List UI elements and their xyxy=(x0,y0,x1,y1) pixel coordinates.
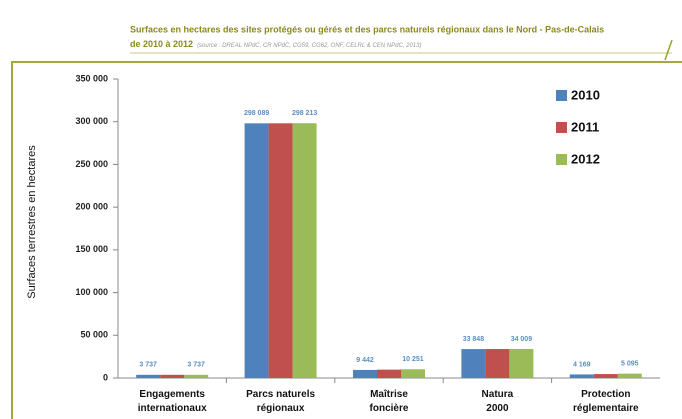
bar xyxy=(136,374,161,378)
bar xyxy=(160,374,185,378)
chart-subtitle: de 2010 à 2012 (source : DREAL NPdC, CR N… xyxy=(130,39,421,49)
legend-swatch xyxy=(556,90,567,101)
bar xyxy=(569,374,594,378)
data-label: 298 089 xyxy=(244,110,269,117)
data-label: 4 169 xyxy=(573,361,591,368)
bar xyxy=(292,123,317,378)
bar xyxy=(461,349,486,378)
bar xyxy=(401,369,425,378)
x-tick-label: Protection réglementaire xyxy=(573,389,639,414)
source: (source : DREAL NPdC, CR NPdC, CG59, CG6… xyxy=(197,43,421,49)
data-label: 298 213 xyxy=(292,110,317,117)
bar xyxy=(485,349,510,378)
chart-title: Surfaces en hectares des sites protégés … xyxy=(130,24,604,34)
x-tick-label: Parcs naturels régionaux xyxy=(246,389,315,414)
legend-swatch xyxy=(556,154,567,165)
x-tick-label: Natura 2000 xyxy=(482,389,514,414)
bar xyxy=(244,123,269,378)
y-tick-label: 150 000 xyxy=(75,244,108,254)
y-tick-label: 350 000 xyxy=(75,73,108,83)
legend-label: 2012 xyxy=(571,151,600,166)
data-label: 9 442 xyxy=(356,357,374,364)
legend-label: 2010 xyxy=(571,87,600,102)
bar xyxy=(509,348,534,378)
x-tick-label: Engagements internationaux xyxy=(138,389,207,414)
bar xyxy=(184,374,209,378)
y-axis-label: Surfaces terrestres en hectares xyxy=(26,145,38,299)
legend-swatch xyxy=(556,122,567,133)
bar xyxy=(353,369,377,378)
y-tick-label: 100 000 xyxy=(75,287,108,297)
decoration xyxy=(664,39,673,61)
y-tick-label: 250 000 xyxy=(75,159,108,169)
bar xyxy=(268,123,293,379)
data-label: 10 251 xyxy=(402,356,424,363)
y-tick-label: 200 000 xyxy=(75,202,108,212)
bar xyxy=(593,374,618,378)
data-label: 3 737 xyxy=(139,362,157,369)
frame xyxy=(11,61,682,419)
x-tick-label: Maîtrise foncière xyxy=(370,389,409,414)
y-tick-label: 300 000 xyxy=(75,116,108,126)
bar xyxy=(377,369,401,378)
data-label: 34 009 xyxy=(511,336,533,343)
subtitle: de 2010 à 2012 xyxy=(130,39,193,49)
bar xyxy=(617,373,642,378)
data-label: 33 848 xyxy=(463,336,485,343)
data-label: 3 737 xyxy=(187,362,205,369)
y-tick-label: 50 000 xyxy=(80,330,108,340)
y-tick-label: 0 xyxy=(103,372,108,382)
legend-label: 2011 xyxy=(571,119,599,134)
data-label: 5 095 xyxy=(621,360,639,367)
